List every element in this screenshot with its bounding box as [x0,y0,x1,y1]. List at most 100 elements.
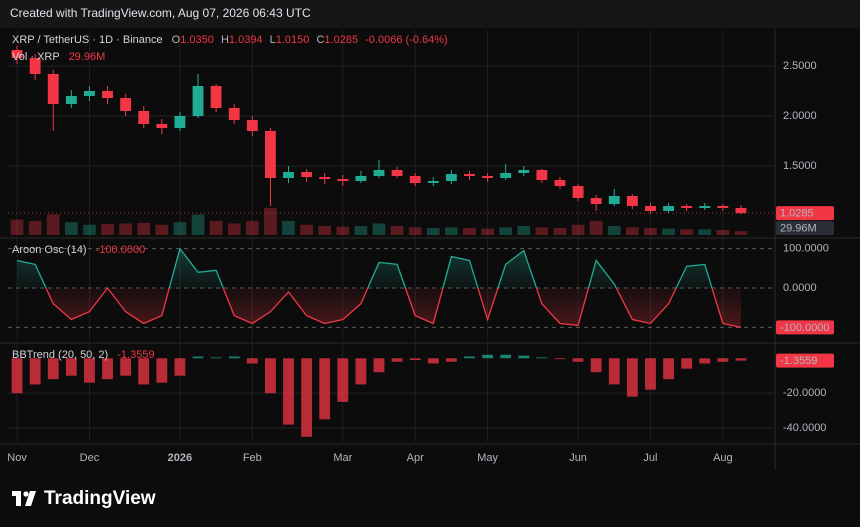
bbtrend-bar [626,358,638,397]
volume-bar [372,223,386,235]
volume-bar [734,231,748,235]
bbtrend-bar [84,358,95,383]
volume-bar [209,220,223,235]
candle-body [192,86,204,116]
bbtrend-bar [283,358,294,425]
candle-body [246,120,258,131]
volume-bar [535,227,549,235]
y-tick-label: 0.0000 [783,282,817,294]
bbtrend-bar [355,358,367,385]
bbtrend-bar [681,358,693,369]
volume-legend: Vol · XRP 29.96M [12,51,105,63]
candle-body [645,206,656,211]
bbtrend-bar [264,358,276,394]
volume-bar [698,229,712,235]
y-tick-label: 2.0000 [783,110,817,122]
candle-body [500,173,512,178]
x-tick-label: Aug [713,452,733,464]
candle-body [319,177,331,179]
created-note: Created with TradingView.com, Aug 07, 20… [10,6,311,20]
volume-bar [408,227,422,235]
bbtrend-bar [47,358,59,380]
bbtrend-bar [156,358,168,383]
x-tick-label: Feb [243,452,262,464]
volume-bar [137,222,151,235]
bbtrend-bar [337,358,349,402]
bbtrend-bar [102,358,113,380]
candle-body [590,198,602,204]
logo: TradingView [12,488,156,509]
bbtrend-bar [554,358,566,360]
ohlc-value: 1.0394 [229,34,263,46]
volume-bar [680,229,693,235]
candle-body [283,172,294,178]
bbtrend-bar [536,357,548,359]
bbtrend-last-badge-label: -1.3559 [780,355,817,367]
y-tick-label: 2.5000 [783,60,817,72]
bbtrend-last-badge [776,353,834,368]
bbtrend-bar [663,358,674,380]
y-tick-label: 100.0000 [783,243,829,255]
volume-bar [481,228,494,235]
volume-bar [173,222,187,235]
candle-body [536,170,548,180]
logo-shape [25,491,36,506]
bbtrend-bar [301,358,313,437]
bbtrend-bar [464,356,475,359]
bbtrend-bar [138,358,150,385]
aroon-last-badge [776,320,834,335]
candle-body [518,170,530,173]
ohlc-key: L [270,34,276,46]
logo-shape [16,491,21,506]
bbtrend-title: BBTrend (20, 50, 2) [12,349,108,361]
volume-bar [65,222,78,235]
volume-bar [716,229,730,235]
x-tick-label: Jul [643,452,657,464]
symbol: XRP / TetherUS · 1D · Binance [12,34,163,46]
bbtrend-bar [572,358,584,362]
volume-bar [589,220,603,235]
candle-body [445,174,457,181]
volume-bar [644,227,657,235]
plot-layer: Nov Dec 2026 Feb Mar Apr May Jun Jul Aug 2.5000 2.0… [7,30,834,464]
volume-bar [463,227,476,235]
volume-bar [28,220,42,235]
ohlc-key: O [172,34,181,46]
bbtrend-bar [11,358,23,394]
candle-body [554,180,566,186]
bbtrend-bar [192,356,204,359]
candle-body [427,181,439,183]
volume-bar [119,223,132,235]
last-price-badge-label: 1.0285 [780,208,814,220]
candle-body [717,206,729,208]
candle-body [464,174,475,176]
top-bar [0,0,860,28]
volume-name: Vol · XRP [12,51,60,63]
volume-bar [10,219,24,235]
bbtrend-bar [445,358,457,362]
volume-bar [390,226,404,235]
bbtrend-bar [409,358,421,361]
candle-body [608,196,620,204]
bbtrend-bar [228,356,240,359]
candle-body [84,91,95,96]
ohlc-value: 1.0150 [276,34,310,46]
bbtrend-last: -1.3559 [117,349,154,361]
x-tick-label: 2026 [168,452,192,464]
bbtrend-bar [699,358,711,364]
x-tick-label: Dec [80,452,100,464]
volume-bar [553,227,567,235]
aroon-last-badge-label: -100.0000 [780,322,830,334]
bbtrend-bar [645,358,656,390]
candle-body [102,91,113,98]
bbtrend-legend: BBTrend (20, 50, 2) -1.3559 [12,349,155,361]
ohlc-key: H [221,34,229,46]
bbtrend-bar [174,358,186,376]
volume-bar [282,220,295,235]
candle-body [663,206,674,211]
candle-body [355,176,367,181]
candle-body [29,58,41,74]
candle-body [699,206,711,208]
ohlc-key: C [316,34,324,46]
